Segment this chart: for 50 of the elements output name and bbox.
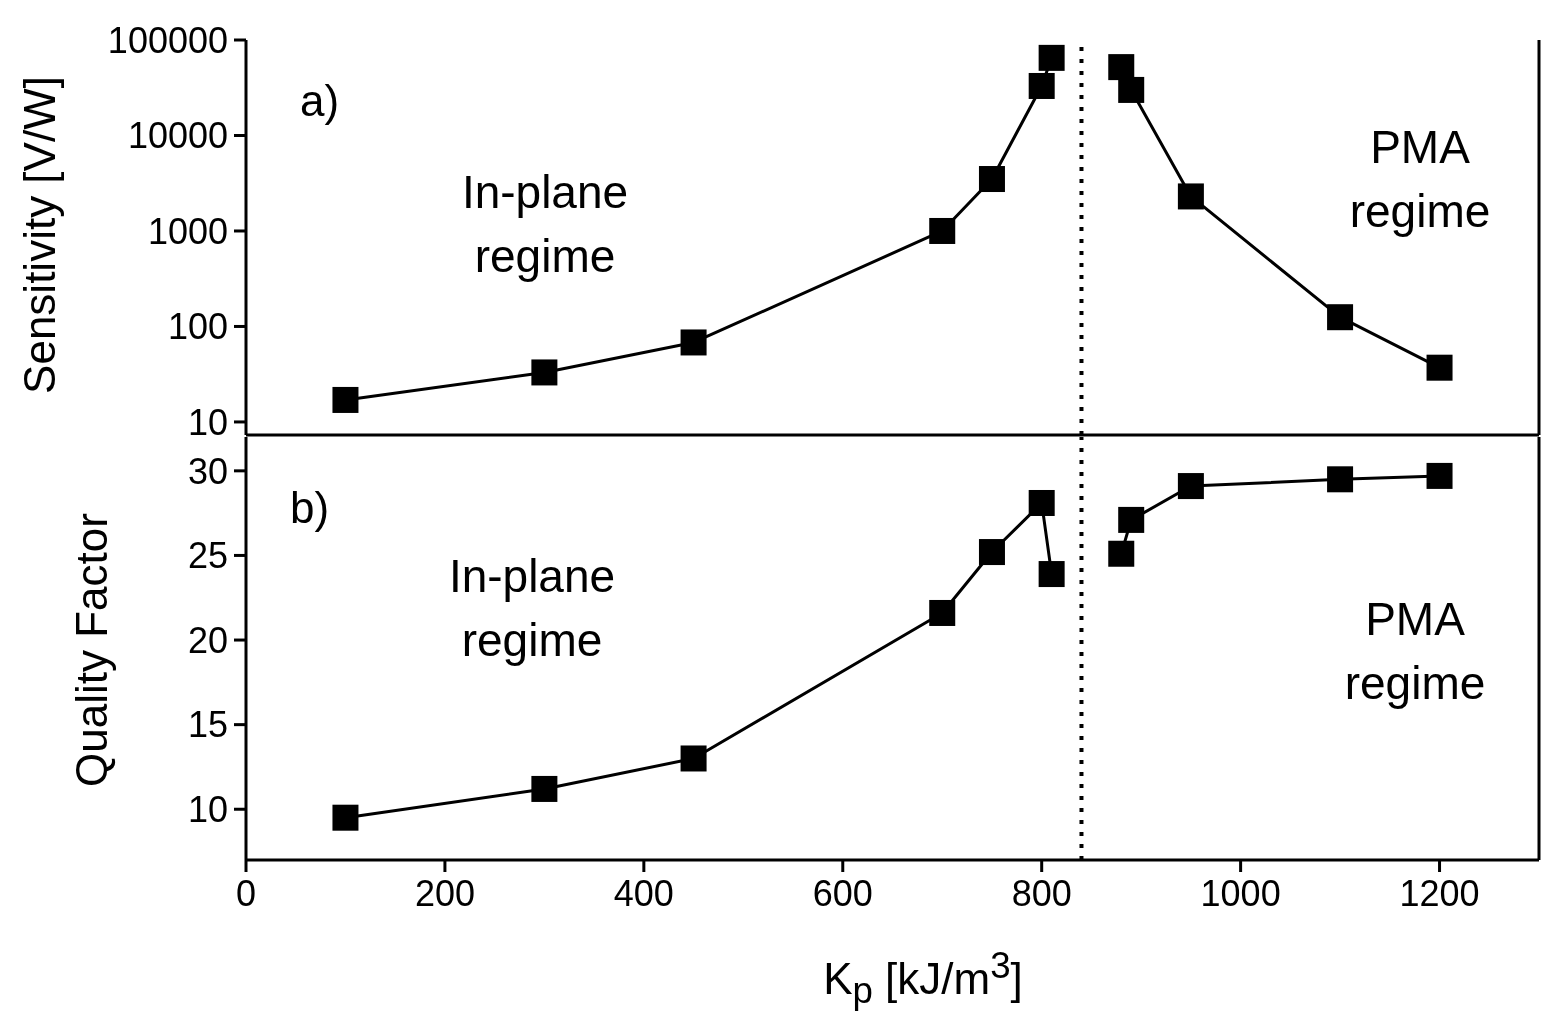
x-tick-label: 1000: [1200, 872, 1281, 914]
annotation: In-plane regime: [461, 165, 629, 285]
point: [929, 599, 956, 626]
point: [1177, 473, 1204, 500]
point: [1327, 304, 1354, 331]
point: [332, 804, 359, 831]
point: [929, 217, 956, 244]
y-tick-label: 100000: [107, 19, 228, 61]
x-tick-label: 1200: [1399, 872, 1480, 914]
y-tick-label: 10: [187, 789, 228, 831]
y-tick-label: 10000: [127, 115, 228, 157]
annotation: b): [290, 482, 330, 534]
point: [531, 775, 558, 802]
y-tick-label: 15: [187, 704, 228, 746]
x-tick-label: 600: [812, 872, 873, 914]
point: [1118, 506, 1145, 533]
annotation: PMA regime: [1349, 120, 1491, 240]
y-tick-label: 1000: [147, 210, 228, 252]
y-tick-label: 10: [187, 401, 228, 443]
point: [332, 386, 359, 413]
point: [1118, 76, 1145, 103]
y-tick-label: 20: [187, 619, 228, 661]
point: [680, 745, 707, 772]
point: [1177, 183, 1204, 210]
y-axis-title: Quality Factor: [67, 513, 117, 787]
point: [978, 539, 1005, 566]
annotation: PMA regime: [1344, 592, 1486, 712]
y-tick-label: 100: [167, 306, 228, 348]
point: [1028, 489, 1055, 516]
y-axis-title: Sensitivity [V/W]: [15, 76, 65, 394]
x-axis-title: K$_{p}$ [kJ/m$^{3}$]: [822, 945, 1024, 1013]
annotation: In-plane regime: [448, 549, 616, 669]
point: [1327, 466, 1354, 493]
point: [1038, 561, 1065, 588]
annotation: a): [300, 75, 340, 127]
x-tick-label: 0: [235, 872, 257, 914]
point: [1108, 54, 1135, 81]
y-tick-label: 30: [187, 450, 228, 492]
point: [531, 359, 558, 386]
point: [1426, 462, 1453, 489]
point: [1426, 354, 1453, 381]
x-tick-label: 800: [1011, 872, 1072, 914]
y-tick-label: 25: [187, 535, 228, 577]
x-tick-label: 400: [613, 872, 674, 914]
point: [978, 166, 1005, 193]
point: [1108, 540, 1135, 567]
point: [1038, 44, 1065, 71]
point: [680, 329, 707, 356]
point: [1028, 72, 1055, 99]
x-tick-label: 200: [414, 872, 475, 914]
